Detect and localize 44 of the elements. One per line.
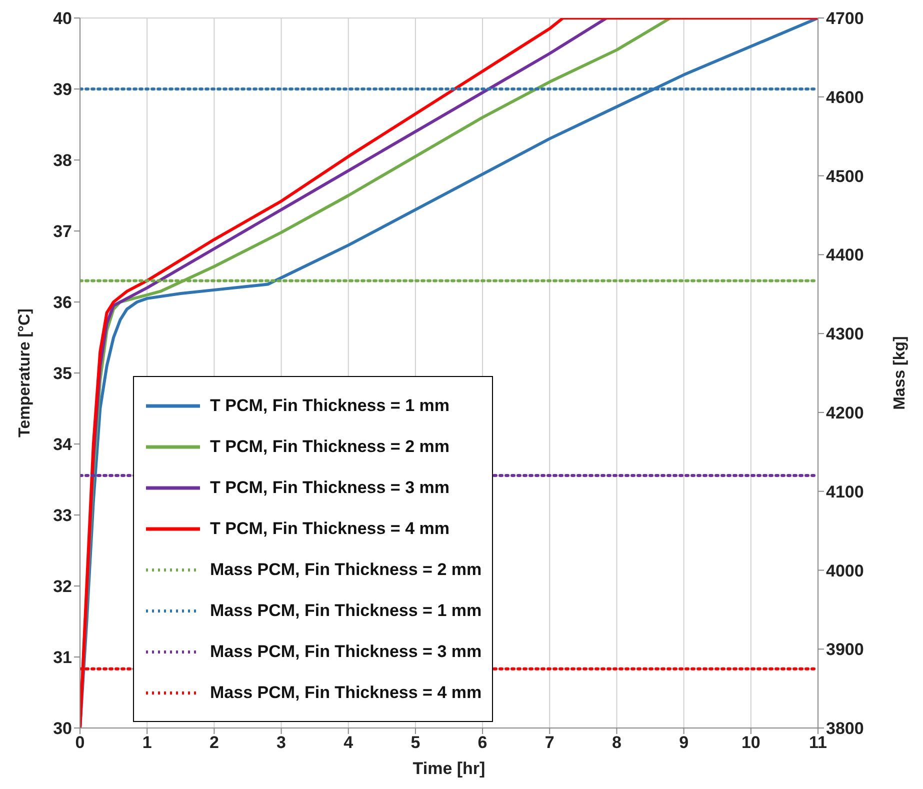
x-tick-label: 5 [410,733,420,752]
x-tick-label: 8 [612,733,622,752]
x-tick-label: 1 [142,733,152,752]
x-tick-label: 4 [344,733,354,752]
y2-tick-label: 4400 [826,246,864,265]
y-tick-label: 38 [53,151,72,170]
legend-label: T PCM, Fin Thickness = 3 mm [210,478,450,498]
legend-label: Mass PCM, Fin Thickness = 1 mm [210,600,482,620]
y-tick-label: 40 [53,9,72,28]
y2-tick-label: 4200 [826,403,864,422]
x-tick-label: 3 [276,733,286,752]
y-tick-label: 33 [53,506,72,526]
x-tick-label: 0 [75,733,85,752]
x-tick-label: 9 [679,733,689,752]
y2-tick-label: 4000 [826,561,864,580]
legend-label: T PCM, Fin Thickness = 1 mm [210,396,450,416]
x-tick-label: 2 [209,733,219,752]
y-tick-label: 37 [53,222,72,242]
y-tick-label: 30 [53,719,72,738]
x-tick-label: 10 [741,733,760,752]
y2-tick-label: 3900 [826,640,864,660]
legend-label: T PCM, Fin Thickness = 2 mm [210,436,450,456]
y-tick-label: 35 [53,364,72,384]
y-tick-label: 34 [53,435,73,454]
y2-tick-label: 4700 [826,9,864,28]
x-axis-title: Time [hr] [412,759,486,778]
legend-label: Mass PCM, Fin Thickness = 2 mm [210,560,482,580]
x-tick-label: 11 [809,733,827,752]
y2-axis-title: Mass [kg] [892,336,909,410]
y2-tick-label: 3800 [826,719,864,738]
y-tick-label: 32 [53,577,72,596]
y-tick-label: 31 [53,648,72,668]
y2-tick-label: 4100 [826,482,864,502]
legend-label: T PCM, Fin Thickness = 4 mm [210,518,450,538]
y-axis-title: Temperature [°C] [16,308,34,438]
legend-label: Mass PCM, Fin Thickness = 4 mm [210,682,482,702]
y2-tick-label: 4600 [826,88,864,107]
x-tick-label: 6 [478,733,488,752]
legend-label: Mass PCM, Fin Thickness = 3 mm [210,642,482,662]
y2-tick-label: 4300 [826,324,864,344]
y-tick-label: 39 [53,80,72,100]
y-tick-label: 36 [53,293,72,312]
x-tick-label: 7 [544,733,554,752]
y2-tick-label: 4500 [826,166,864,186]
